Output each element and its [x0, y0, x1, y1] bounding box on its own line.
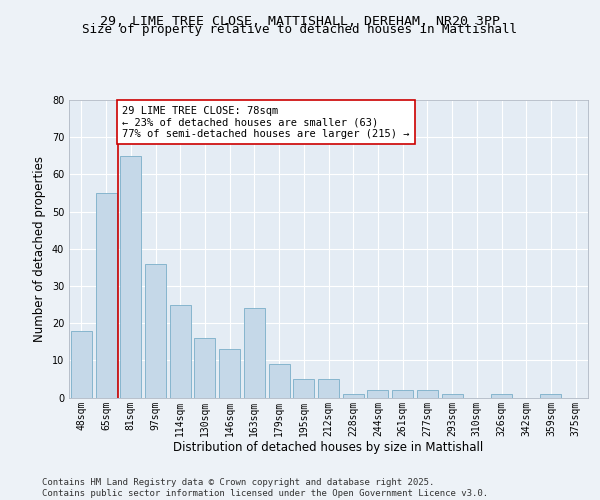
Bar — [417, 390, 438, 398]
Bar — [392, 390, 413, 398]
Bar — [219, 349, 240, 398]
Bar — [541, 394, 562, 398]
X-axis label: Distribution of detached houses by size in Mattishall: Distribution of detached houses by size … — [173, 441, 484, 454]
Bar — [170, 304, 191, 398]
Bar — [442, 394, 463, 398]
Text: 29 LIME TREE CLOSE: 78sqm
← 23% of detached houses are smaller (63)
77% of semi-: 29 LIME TREE CLOSE: 78sqm ← 23% of detac… — [122, 106, 410, 139]
Text: Size of property relative to detached houses in Mattishall: Size of property relative to detached ho… — [83, 22, 517, 36]
Y-axis label: Number of detached properties: Number of detached properties — [33, 156, 46, 342]
Bar — [120, 156, 141, 398]
Bar — [145, 264, 166, 398]
Bar — [71, 330, 92, 398]
Text: 29, LIME TREE CLOSE, MATTISHALL, DEREHAM, NR20 3PP: 29, LIME TREE CLOSE, MATTISHALL, DEREHAM… — [100, 15, 500, 28]
Bar — [194, 338, 215, 398]
Bar — [244, 308, 265, 398]
Bar — [343, 394, 364, 398]
Bar — [367, 390, 388, 398]
Bar — [293, 379, 314, 398]
Bar — [95, 193, 116, 398]
Bar — [318, 379, 339, 398]
Bar — [491, 394, 512, 398]
Bar — [269, 364, 290, 398]
Text: Contains HM Land Registry data © Crown copyright and database right 2025.
Contai: Contains HM Land Registry data © Crown c… — [42, 478, 488, 498]
